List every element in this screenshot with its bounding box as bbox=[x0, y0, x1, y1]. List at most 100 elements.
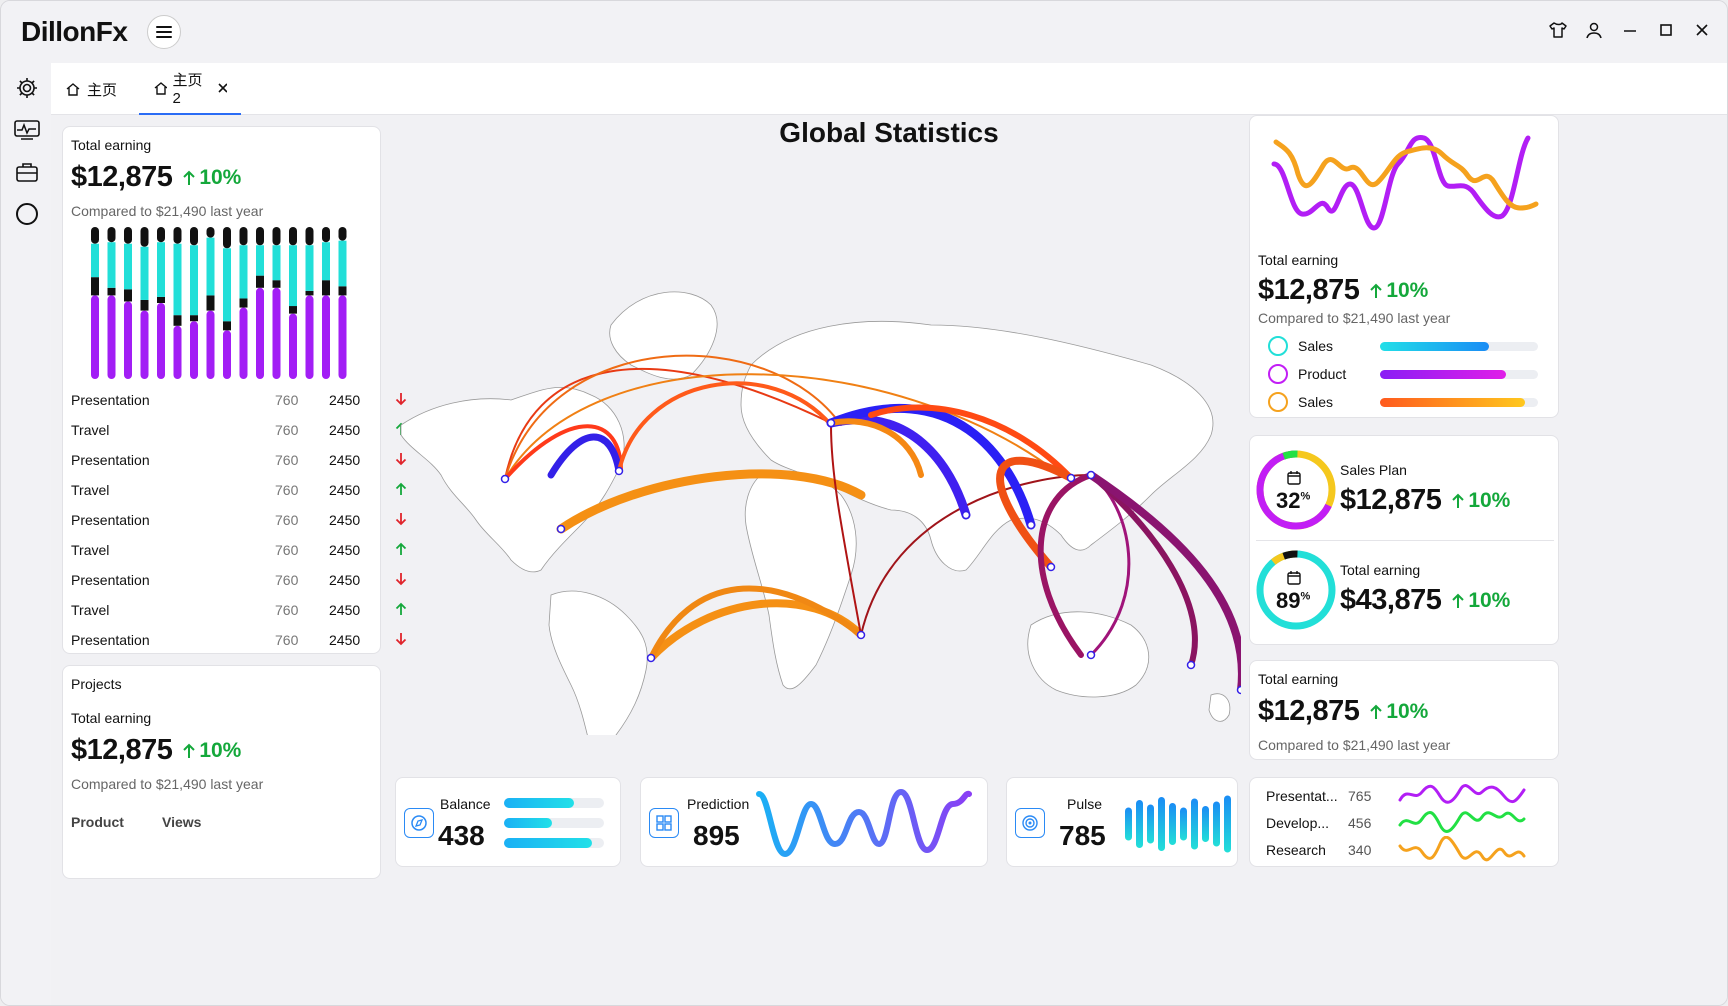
flight-arc bbox=[617, 381, 833, 473]
list-item[interactable]: Travel 760 2450 bbox=[71, 535, 407, 565]
world-map bbox=[400, 291, 1241, 735]
flight-arc bbox=[830, 424, 862, 636]
prediction-label: Prediction bbox=[687, 796, 750, 812]
tab-home[interactable]: 主页 bbox=[51, 63, 131, 115]
activity-monitor-icon bbox=[14, 120, 40, 140]
row-name: Presentation bbox=[71, 392, 150, 408]
stack-segment bbox=[173, 227, 182, 244]
location-marker bbox=[614, 466, 624, 476]
minimize-button[interactable] bbox=[1619, 19, 1641, 41]
stack-segment bbox=[173, 315, 182, 326]
skin-button[interactable] bbox=[1547, 19, 1569, 41]
flight-arc bbox=[996, 456, 1075, 571]
sparkline bbox=[1398, 811, 1526, 833]
stack-segment bbox=[107, 227, 116, 243]
legend-bar bbox=[1380, 398, 1538, 407]
list-item[interactable]: Travel 760 2450 bbox=[71, 475, 407, 505]
stack-segment bbox=[256, 287, 264, 379]
menu-button[interactable] bbox=[147, 15, 182, 49]
list-item[interactable]: Presentation 760 2450 bbox=[71, 565, 407, 595]
compare-text: Compared to $21,490 last year bbox=[71, 203, 264, 219]
stack-segment bbox=[206, 295, 215, 311]
stack-segment bbox=[124, 227, 132, 244]
stack-segment bbox=[206, 227, 215, 238]
landmass bbox=[548, 590, 648, 735]
compare-text: Compared to $21,490 last year bbox=[1258, 310, 1451, 326]
progress-ring bbox=[1256, 450, 1336, 530]
arrow-down-icon bbox=[395, 452, 407, 469]
stack-segment bbox=[190, 321, 198, 379]
landmass bbox=[744, 470, 857, 690]
earning-value: $12,875 bbox=[71, 161, 173, 193]
list-item-name: Research bbox=[1266, 842, 1326, 858]
flight-arc bbox=[547, 433, 623, 479]
stack-segment bbox=[223, 330, 231, 379]
row-name: Travel bbox=[71, 602, 110, 618]
sidebar-item-monitor[interactable] bbox=[14, 117, 40, 143]
stack-segment bbox=[124, 301, 132, 379]
sidebar-item-settings[interactable] bbox=[14, 75, 40, 101]
stack-segment bbox=[223, 321, 231, 331]
sidebar-item-briefcase[interactable] bbox=[14, 159, 40, 185]
close-button[interactable] bbox=[1691, 19, 1713, 41]
pulse-bar bbox=[1169, 803, 1176, 845]
row-value-b: 2450 bbox=[329, 542, 361, 558]
user-button[interactable] bbox=[1583, 19, 1605, 41]
arrow-up-icon bbox=[1452, 593, 1465, 608]
list-item-name: Presentat... bbox=[1266, 788, 1338, 804]
pulse-bar bbox=[1191, 798, 1198, 850]
stack-segment bbox=[289, 227, 297, 246]
tab-close-icon[interactable] bbox=[217, 82, 227, 94]
list-item[interactable]: Presentation 760 2450 bbox=[71, 445, 407, 475]
arrow-down-icon bbox=[395, 632, 407, 649]
row-name: Travel bbox=[71, 542, 110, 558]
briefcase-icon bbox=[16, 163, 38, 182]
row-name: Presentation bbox=[71, 572, 150, 588]
pulse-label: Pulse bbox=[1067, 796, 1103, 812]
stack-segment bbox=[338, 286, 347, 296]
change-badge: 10% bbox=[1369, 279, 1428, 303]
line-series-1 bbox=[1271, 134, 1531, 231]
row-value-b: 2450 bbox=[329, 572, 361, 588]
change-badge: 10% bbox=[1369, 700, 1428, 724]
row-value-b: 2450 bbox=[329, 392, 361, 408]
earning-card-right-bottom: Total earning $12,875 10% Compared to $2… bbox=[1249, 660, 1559, 760]
pulse-bar bbox=[1136, 800, 1143, 848]
stack-segment bbox=[223, 248, 231, 322]
legend-bar-fill bbox=[1380, 370, 1507, 379]
projects-card: Projects Total earning $12,875 10% Compa… bbox=[62, 665, 381, 879]
stack-segment bbox=[124, 289, 132, 302]
legend-label: Sales bbox=[1298, 394, 1334, 410]
stack-segment bbox=[272, 280, 281, 288]
pulse-value: 785 bbox=[1059, 820, 1106, 851]
stacked-bar-chart bbox=[91, 227, 347, 379]
ring-label: Sales Plan bbox=[1340, 462, 1407, 478]
stack-segment bbox=[190, 245, 198, 316]
change-value: 10% bbox=[1386, 699, 1429, 723]
stack-segment bbox=[173, 325, 182, 379]
legend-ring-icon bbox=[1268, 364, 1288, 384]
stack-segment bbox=[338, 227, 347, 241]
flight-arc bbox=[1087, 471, 1241, 694]
grid-icon bbox=[649, 808, 679, 838]
sidebar-item-circle[interactable] bbox=[14, 201, 40, 227]
pulse-bar bbox=[1125, 807, 1132, 841]
maximize-button[interactable] bbox=[1655, 19, 1677, 41]
list-item[interactable]: Presentation 760 2450 bbox=[71, 505, 407, 535]
balance-card: Balance 438 bbox=[395, 777, 621, 867]
stack-segment bbox=[322, 242, 330, 281]
list-item[interactable]: Presentation 760 2450 bbox=[71, 385, 407, 415]
change-value: 10% bbox=[1468, 588, 1511, 612]
location-marker bbox=[856, 630, 866, 640]
balance-bar-fill bbox=[504, 798, 574, 808]
list-item[interactable]: Travel 760 2450 bbox=[71, 595, 407, 625]
stack-segment bbox=[305, 295, 314, 379]
list-item[interactable]: Presentation 760 2450 bbox=[71, 625, 407, 655]
list-item[interactable]: Travel 760 2450 bbox=[71, 415, 407, 445]
row-value-a: 760 bbox=[275, 452, 299, 468]
legend-bar-fill bbox=[1380, 342, 1490, 351]
tab-home-2[interactable]: 主页2 bbox=[139, 63, 241, 115]
stack-segment bbox=[239, 307, 248, 379]
stack-segment bbox=[190, 227, 198, 246]
calendar-icon bbox=[1286, 570, 1302, 591]
